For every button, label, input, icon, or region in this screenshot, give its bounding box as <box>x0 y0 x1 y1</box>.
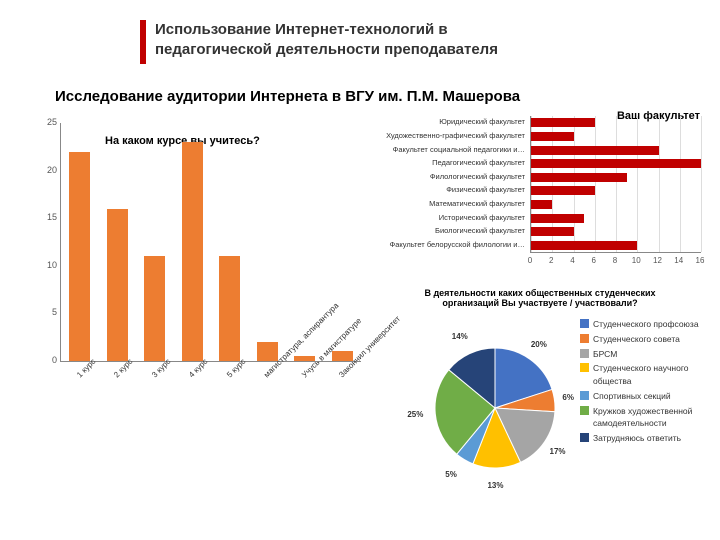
legend-label: Студенческого научного общества <box>593 362 703 388</box>
hbar-xtick: 10 <box>632 256 641 265</box>
legend-swatch <box>580 319 589 328</box>
hbar <box>531 241 637 250</box>
hbar-gridline <box>595 116 596 252</box>
hbar-gridline <box>680 116 681 252</box>
bar <box>107 209 128 361</box>
pie-pct-label: 13% <box>487 481 503 490</box>
legend-swatch <box>580 433 589 442</box>
hbar <box>531 186 595 195</box>
legend-label: Кружков художественной самодеятельности <box>593 405 703 431</box>
bar-ytick: 25 <box>39 117 57 127</box>
page-subtitle: Исследование аудитории Интернета в ВГУ и… <box>55 88 520 105</box>
hbar-chart-plot <box>530 116 701 253</box>
hbar-gridline <box>616 116 617 252</box>
hbar-label: Филологический факультет <box>380 173 525 181</box>
hbar-gridline <box>637 116 638 252</box>
bar-ytick: 0 <box>39 355 57 365</box>
pie-pct-label: 25% <box>407 410 423 419</box>
hbar-xtick: 14 <box>674 256 683 265</box>
bar <box>219 256 240 361</box>
legend-item: Студенческого научного общества <box>580 362 703 388</box>
pie-pct-label: 17% <box>550 447 566 456</box>
legend-swatch <box>580 391 589 400</box>
hbar <box>531 118 595 127</box>
title-line2: педагогической деятельности преподавател… <box>155 41 498 58</box>
bar-chart: На каком курсе вы учитесь? 0510152025 1 … <box>30 115 370 395</box>
legend-label: Спортивных секций <box>593 390 671 403</box>
pie-pct-label: 5% <box>445 470 457 479</box>
slide-root: Использование Интернет-технологий в педа… <box>0 0 720 540</box>
pie-chart-title: В деятельности каких общественных студен… <box>410 288 670 309</box>
hbar-xtick: 8 <box>613 256 617 265</box>
hbar <box>531 173 627 182</box>
hbar-xtick: 2 <box>549 256 553 265</box>
hbar <box>531 227 574 236</box>
legend-item: Затрудняюсь ответить <box>580 432 703 445</box>
hbar-xtick: 4 <box>570 256 574 265</box>
hbar <box>531 132 574 141</box>
legend-item: БРСМ <box>580 348 703 361</box>
bar-ytick: 10 <box>39 260 57 270</box>
bar-ytick: 5 <box>39 307 57 317</box>
legend-label: Студенческого профсоюза <box>593 318 699 331</box>
legend-label: Студенческого совета <box>593 333 680 346</box>
pie-chart-svg <box>410 323 580 493</box>
hbar-label: Исторический факультет <box>380 214 525 222</box>
page-title: Использование Интернет-технологий в педа… <box>155 20 498 59</box>
hbar-label: Педагогический факультет <box>380 159 525 167</box>
bar <box>144 256 165 361</box>
pie-pct-label: 20% <box>531 340 547 349</box>
legend-item: Студенческого профсоюза <box>580 318 703 331</box>
hbar-label: Юридический факультет <box>380 118 525 126</box>
legend-label: БРСМ <box>593 348 617 361</box>
hbar-label: Биологический факультет <box>380 227 525 235</box>
hbar <box>531 200 552 209</box>
bar <box>257 342 278 361</box>
bar-ytick: 15 <box>39 212 57 222</box>
hbar-label: Художественно-графический факультет <box>380 132 525 140</box>
legend-swatch <box>580 363 589 372</box>
legend-item: Кружков художественной самодеятельности <box>580 405 703 431</box>
bar-chart-xlabels: 1 курс2 курс3 курс4 курс5 курсмагистрату… <box>60 363 360 403</box>
pie-chart-legend: Студенческого профсоюза Студенческого сов… <box>580 318 703 447</box>
bar <box>69 152 90 361</box>
hbar <box>531 159 701 168</box>
legend-label: Затрудняюсь ответить <box>593 432 681 445</box>
hbar <box>531 146 659 155</box>
hbar-gridline <box>574 116 575 252</box>
legend-swatch <box>580 334 589 343</box>
title-line1: Использование Интернет-технологий в <box>155 21 448 38</box>
hbar-chart: Ваш факультет Юридический факультетХудож… <box>380 108 710 278</box>
hbar-xtick: 16 <box>696 256 705 265</box>
legend-item: Студенческого совета <box>580 333 703 346</box>
bar <box>182 142 203 361</box>
hbar-gridline <box>701 116 702 252</box>
pie-pct-label: 6% <box>562 393 574 402</box>
legend-item: Спортивных секций <box>580 390 703 403</box>
pie-chart: В деятельности каких общественных студен… <box>380 288 710 528</box>
hbar-label: Факультет социальной педагогики и… <box>380 146 525 154</box>
accent-bar <box>140 20 146 64</box>
hbar <box>531 214 584 223</box>
hbar-label: Факультет белорусской филологии и… <box>380 241 525 249</box>
hbar-xtick: 0 <box>528 256 532 265</box>
legend-swatch <box>580 406 589 415</box>
hbar-xtick: 12 <box>653 256 662 265</box>
hbar-label: Математический факультет <box>380 200 525 208</box>
hbar-xtick: 6 <box>592 256 596 265</box>
hbar-label: Физический факультет <box>380 186 525 194</box>
hbar-gridline <box>659 116 660 252</box>
legend-swatch <box>580 349 589 358</box>
pie-pct-label: 14% <box>452 332 468 341</box>
bar-ytick: 20 <box>39 165 57 175</box>
